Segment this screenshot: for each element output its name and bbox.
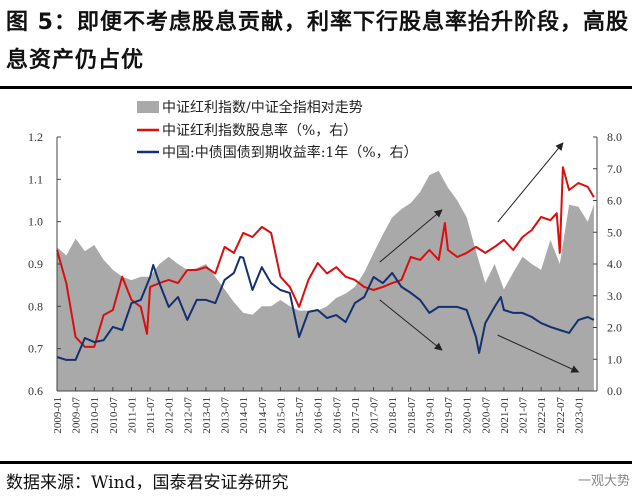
- x-tick-label: 2023-01: [573, 397, 585, 434]
- x-tick-label: 2014-07: [257, 397, 269, 434]
- x-tick-label: 2016-01: [313, 397, 325, 434]
- right-tick-label: 6.0: [607, 194, 622, 208]
- x-tick-label: 2017-01: [350, 397, 362, 434]
- x-tick-label: 2020-01: [462, 397, 474, 434]
- left-tick-label: 0.8: [28, 299, 43, 313]
- trend-arrow: [379, 209, 443, 263]
- x-tick-label: 2017-07: [369, 397, 381, 434]
- legend-label-dividend-yield: 中证红利指数股息率（%，右）: [162, 122, 357, 139]
- left-tick-label: 1.1: [28, 172, 43, 186]
- x-tick-label: 2012-07: [182, 397, 194, 434]
- legend-label-area: 中证红利指数/中证全指相对走势: [162, 99, 363, 116]
- legend: 中证红利指数/中证全指相对走势 中证红利指数股息率（%，右） 中国:中债国债到期…: [137, 99, 418, 161]
- x-tick-label: 2020-07: [480, 397, 492, 434]
- x-tick-label: 2014-01: [238, 397, 250, 434]
- x-tick-label: 2019-01: [424, 397, 436, 434]
- x-tick-label: 2011-07: [145, 397, 157, 434]
- x-tick-label: 2015-01: [275, 397, 287, 434]
- x-tick-label: 2013-01: [201, 397, 213, 434]
- x-tick-label: 2015-07: [294, 397, 306, 434]
- x-tick-label: 2018-07: [406, 397, 418, 434]
- legend-label-bond-yield: 中国:中债国债到期收益率:1年（%，右）: [162, 144, 418, 161]
- left-tick-label: 0.9: [28, 257, 43, 271]
- x-tick-label: 2013-07: [220, 397, 232, 434]
- x-tick-label: 2022-01: [536, 397, 548, 434]
- right-tick-label: 8.0: [607, 130, 622, 144]
- right-tick-label: 3.0: [607, 289, 622, 303]
- left-tick-label: 1.2: [28, 130, 43, 144]
- source-note: 数据来源：Wind，国泰君安证券研究: [6, 473, 289, 493]
- right-tick-label: 0.0: [607, 384, 622, 398]
- watermark: 一观大势: [577, 474, 630, 489]
- x-tick-label: 2009-01: [52, 397, 64, 434]
- bond-yield-1y-line: [56, 256, 595, 361]
- x-tick-label: 2010-01: [89, 397, 101, 434]
- relative-trend-area: [57, 170, 594, 391]
- right-tick-label: 4.0: [607, 257, 622, 271]
- right-tick-label: 1.0: [607, 352, 622, 366]
- x-tick-label: 2011-01: [126, 397, 138, 433]
- right-tick-label: 7.0: [607, 162, 622, 176]
- axes: 0.6 0.7 0.8 0.9 1.0 1.1 1.2 0.0 1.0 2.0 3.0 4.0 5.0 6…: [28, 130, 622, 434]
- footer-divider: [0, 461, 632, 464]
- x-tick-label: 2021-07: [518, 397, 530, 434]
- x-tick-label: 2009-07: [71, 397, 83, 434]
- trend-arrow: [379, 299, 443, 351]
- title-divider: [0, 86, 632, 89]
- left-tick-label: 0.6: [28, 384, 43, 398]
- left-tick-label: 0.7: [28, 342, 43, 356]
- x-tick-label: 2010-07: [108, 397, 120, 434]
- area-series: [57, 170, 594, 391]
- right-tick-label: 2.0: [607, 321, 622, 335]
- legend-swatch-area: [137, 101, 159, 113]
- dividend-yield-line: [56, 166, 595, 348]
- x-tick-label: 2018-01: [387, 397, 399, 434]
- x-tick-label: 2022-07: [555, 397, 567, 434]
- right-tick-label: 5.0: [607, 225, 622, 239]
- x-tick-label: 2012-01: [164, 397, 176, 434]
- trend-arrow: [497, 334, 580, 373]
- x-tick-label: 2019-07: [443, 397, 455, 434]
- annotation-arrows: [379, 142, 580, 373]
- left-tick-label: 1.0: [28, 215, 43, 229]
- line-series: [56, 166, 595, 361]
- figure-title: 图 5：即便不考虑股息贡献，利率下行股息率抬升阶段，高股息资产仍占优: [6, 10, 629, 73]
- trend-arrow: [497, 142, 564, 223]
- x-tick-label: 2016-07: [331, 397, 343, 434]
- x-tick-label: 2021-01: [499, 397, 511, 434]
